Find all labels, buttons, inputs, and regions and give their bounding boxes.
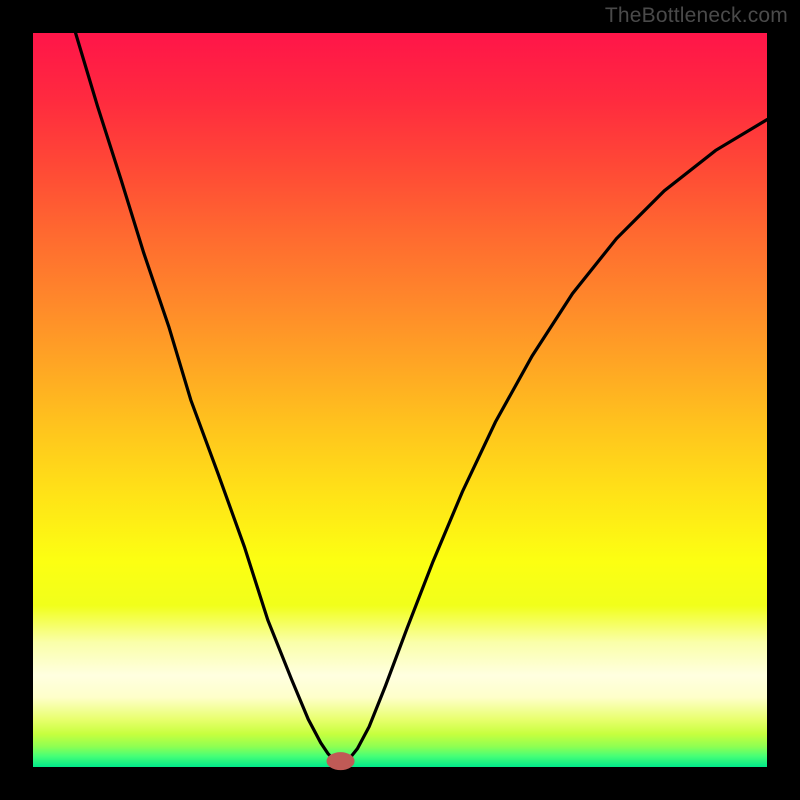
bottleneck-curve	[33, 33, 767, 767]
optimum-marker	[327, 752, 355, 770]
chart-plot-area	[33, 33, 767, 767]
attribution-label: TheBottleneck.com	[605, 4, 788, 28]
